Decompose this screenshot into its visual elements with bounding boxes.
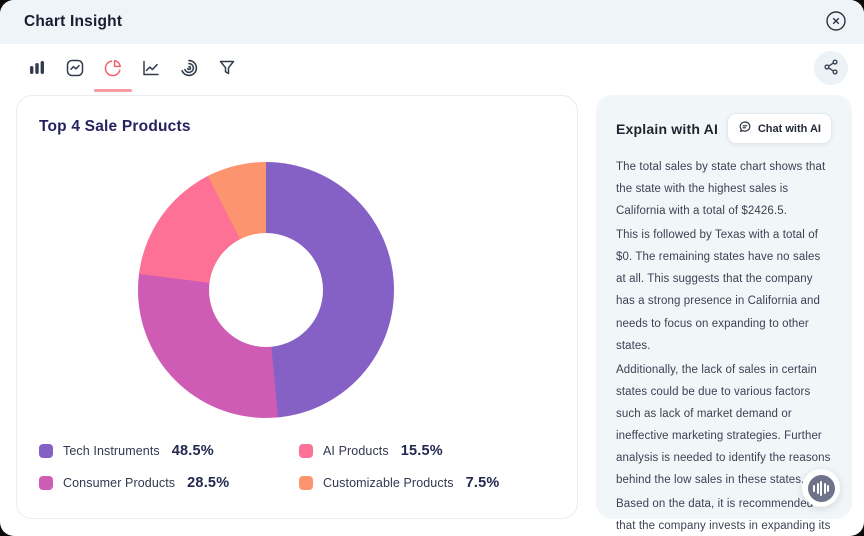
legend-label: Consumer Products <box>63 476 176 490</box>
tab-bar-chart[interactable] <box>24 55 50 81</box>
active-tab-underline <box>94 89 132 92</box>
legend-label: Tech Instruments <box>63 444 160 458</box>
legend-swatch <box>39 444 53 458</box>
chat-with-ai-label: Chat with AI <box>757 122 821 135</box>
ai-panel-title: Explain with AI <box>616 120 719 137</box>
legend-swatch <box>299 476 313 490</box>
bar-chart-icon <box>26 57 48 79</box>
explain-with-ai-panel: Explain with AI Chat with AI The total s… <box>596 95 852 532</box>
voice-equalizer-icon <box>807 474 835 502</box>
legend-item[interactable]: AI Products 15.5% <box>299 438 555 464</box>
legend-value: 28.5% <box>187 475 230 491</box>
close-button[interactable] <box>824 9 848 36</box>
legend-item[interactable]: Tech Instruments 48.5% <box>39 438 295 464</box>
chat-bubble-icon <box>738 120 752 137</box>
window-title: Chart Insight <box>24 13 123 30</box>
share-icon <box>822 58 840 79</box>
titlebar: Chart Insight <box>0 0 864 44</box>
close-icon <box>824 9 848 36</box>
legend-label: Customizable Products <box>323 476 454 490</box>
tab-sparkline-chart[interactable] <box>62 55 88 81</box>
legend-swatch <box>299 444 313 458</box>
chart-card: Top 4 Sale Products Tech Instruments 48.… <box>16 95 578 519</box>
sparkline-box-icon <box>64 57 86 79</box>
chart-type-toolbar <box>0 44 864 92</box>
legend-value: 48.5% <box>171 443 214 459</box>
chart-legend: Tech Instruments 48.5% AI Products 15.5%… <box>39 438 555 496</box>
donut-chart-icon <box>178 57 200 79</box>
share-button[interactable] <box>814 51 848 85</box>
pie-chart-icon <box>102 57 124 79</box>
line-chart-icon <box>140 57 162 79</box>
read-aloud-button[interactable] <box>802 469 840 507</box>
legend-label: AI Products <box>323 444 389 458</box>
ai-paragraph: Based on the data, it is recommended tha… <box>616 498 831 533</box>
legend-item[interactable]: Consumer Products 28.5% <box>39 470 295 496</box>
tab-donut-chart[interactable] <box>176 55 202 81</box>
ai-paragraph: The total sales by state chart shows tha… <box>616 161 826 218</box>
tab-line-chart[interactable] <box>138 55 164 81</box>
ai-paragraph: This is followed by Texas with a total o… <box>616 229 821 352</box>
legend-value: 7.5% <box>465 475 500 491</box>
chat-with-ai-button[interactable]: Chat with AI <box>726 113 832 144</box>
donut-chart-area <box>138 162 394 418</box>
tab-funnel-chart[interactable] <box>214 55 240 81</box>
legend-value: 15.5% <box>400 443 443 459</box>
ai-paragraph: Additionally, the lack of sales in certa… <box>616 363 831 487</box>
chart-title: Top 4 Sale Products <box>39 118 191 135</box>
legend-swatch <box>39 476 53 490</box>
ai-panel-header: Explain with AI Chat with AI <box>616 113 832 144</box>
tab-pie-chart[interactable] <box>94 55 132 92</box>
funnel-icon <box>216 57 238 79</box>
ai-explanation-text: The total sales by state chart shows tha… <box>616 156 832 536</box>
legend-item[interactable]: Customizable Products 7.5% <box>299 470 555 496</box>
donut-hole <box>209 233 323 347</box>
